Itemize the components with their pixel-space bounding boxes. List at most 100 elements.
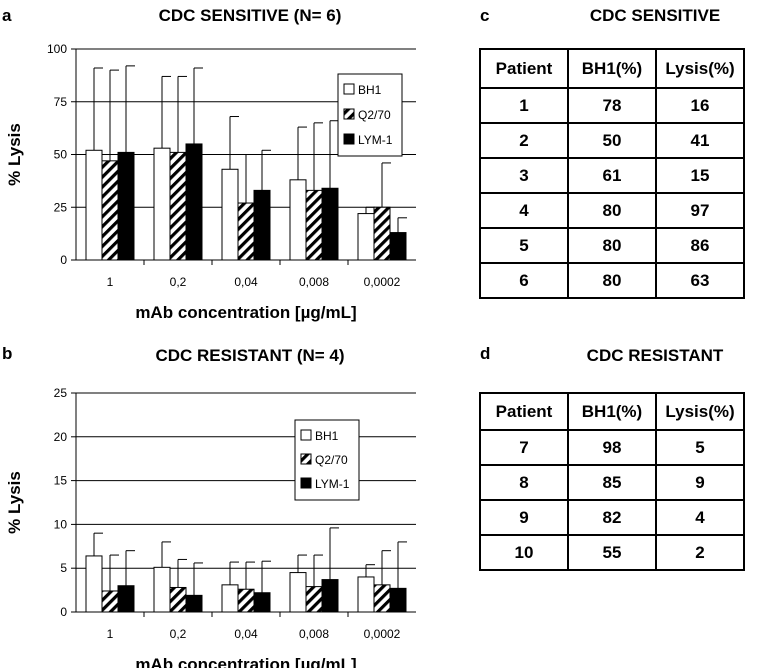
bar-q2-70 <box>305 586 323 613</box>
chart-a: 0 25 50 75 100 1 0,2 0,04 0,008 0,0002 BH1 Q2/70 LYM… <box>5 42 416 322</box>
table-cell: 5 <box>479 227 569 264</box>
table-row: 2 50 41 <box>479 122 745 159</box>
table-cdc-sensitive: Patient BH1(%) Lysis(%) 1 78 16 2 50 41 3 61 15 4 80 9… <box>479 48 745 299</box>
chart-b-title: CDC RESISTANT (N= 4) <box>155 346 345 365</box>
table-cell: 2 <box>655 534 745 571</box>
table-header-row: Patient BH1(%) Lysis(%) <box>479 392 745 431</box>
legend-label: BH1 <box>358 83 382 97</box>
y-tick-label: 20 <box>54 430 68 444</box>
y-tick-label: 0 <box>60 253 67 267</box>
table-row: 9 82 4 <box>479 499 745 536</box>
x-tick-label: 0,008 <box>299 275 329 289</box>
x-tick-label: 0,008 <box>299 627 329 641</box>
x-axis-label: mAb concentration [µg/mL] <box>135 303 356 322</box>
table-cell: 80 <box>567 192 657 229</box>
y-tick-label: 50 <box>54 148 68 162</box>
table-cell: 97 <box>655 192 745 229</box>
y-tick-label: 25 <box>54 386 68 400</box>
table-header-cell: Lysis(%) <box>655 48 745 89</box>
table-header-cell: BH1(%) <box>567 392 657 431</box>
table-cell: 7 <box>479 429 569 466</box>
table-cell: 50 <box>567 122 657 159</box>
bar-q2-70 <box>305 189 323 261</box>
x-tick-label: 1 <box>107 275 114 289</box>
table-d-title: CDC RESISTANT <box>586 346 724 365</box>
table-cell: 8 <box>479 464 569 501</box>
table-header-cell: Patient <box>479 392 569 431</box>
table-cell: 15 <box>655 157 745 194</box>
legend-label: Q2/70 <box>358 108 391 122</box>
table-row: 1 78 16 <box>479 87 745 124</box>
y-tick-label: 10 <box>54 517 68 531</box>
legend-label: LYM-1 <box>315 477 350 491</box>
bar-lym-1 <box>117 585 135 613</box>
table-cell: 2 <box>479 122 569 159</box>
bar-q2-70 <box>169 586 187 613</box>
table-header-cell: Lysis(%) <box>655 392 745 431</box>
table-cell: 5 <box>655 429 745 466</box>
table-row: 5 80 86 <box>479 227 745 264</box>
bar-bh1 <box>153 147 171 261</box>
y-tick-label: 15 <box>54 474 68 488</box>
table-cell: 86 <box>655 227 745 264</box>
bar-q2-70 <box>169 151 187 261</box>
x-tick-label: 0,0002 <box>364 275 401 289</box>
bar-lym-1 <box>389 587 407 613</box>
legend-swatch <box>300 429 312 441</box>
y-tick-label: 25 <box>54 200 68 214</box>
table-cell: 3 <box>479 157 569 194</box>
bar-q2-70 <box>101 590 119 613</box>
y-axis-label: % Lysis <box>5 123 24 186</box>
bar-q2-70 <box>373 206 391 261</box>
chart-b: 0 5 10 15 20 25 1 0,2 0,04 0,008 0,0002 BH1 Q2/70 LYM… <box>5 386 416 668</box>
bar-lym-1 <box>117 151 135 261</box>
table-cell: 1 <box>479 87 569 124</box>
bar-lym-1 <box>185 143 203 261</box>
table-cell: 80 <box>567 262 657 299</box>
legend-swatch <box>343 108 355 120</box>
bar-bh1 <box>289 572 307 613</box>
chart-a-title: CDC SENSITIVE (N= 6) <box>158 6 342 25</box>
bar-bh1 <box>85 555 103 613</box>
legend-swatch <box>343 133 355 145</box>
bar-lym-1 <box>253 189 271 261</box>
table-cell: 10 <box>479 534 569 571</box>
y-axis-label: % Lysis <box>5 471 24 534</box>
x-axis-label: mAb concentration [µg/mL] <box>135 655 356 668</box>
table-cell: 41 <box>655 122 745 159</box>
x-tick-label: 0,04 <box>234 275 258 289</box>
legend-label: LYM-1 <box>358 133 393 147</box>
table-cell: 4 <box>655 499 745 536</box>
bar-bh1 <box>357 576 375 613</box>
table-cell: 55 <box>567 534 657 571</box>
bar-q2-70 <box>237 202 255 261</box>
table-row: 7 98 5 <box>479 429 745 466</box>
bar-bh1 <box>221 168 239 261</box>
bar-lym-1 <box>321 579 339 613</box>
x-tick-label: 0,2 <box>170 275 187 289</box>
table-header-cell: Patient <box>479 48 569 89</box>
table-cell: 9 <box>655 464 745 501</box>
legend-swatch <box>300 477 312 489</box>
x-tick-label: 1 <box>107 627 114 641</box>
bar-bh1 <box>289 179 307 261</box>
bar-q2-70 <box>101 160 119 261</box>
legend-swatch <box>343 83 355 95</box>
bar-bh1 <box>153 566 171 613</box>
y-tick-label: 0 <box>60 605 67 619</box>
bar-bh1 <box>357 213 375 261</box>
x-tick-label: 0,04 <box>234 627 258 641</box>
panel-label-b: b <box>2 344 13 363</box>
bar-lym-1 <box>321 187 339 261</box>
bar-lym-1 <box>185 594 203 613</box>
table-row: 8 85 9 <box>479 464 745 501</box>
table-cell: 16 <box>655 87 745 124</box>
table-header-row: Patient BH1(%) Lysis(%) <box>479 48 745 89</box>
table-cell: 61 <box>567 157 657 194</box>
legend-label: BH1 <box>315 429 339 443</box>
table-row: 3 61 15 <box>479 157 745 194</box>
table-cell: 78 <box>567 87 657 124</box>
panel-label-c: c <box>480 6 490 25</box>
table-cell: 63 <box>655 262 745 299</box>
table-cdc-resistant: Patient BH1(%) Lysis(%) 7 98 5 8 85 9 9 82 4 10 55 2 <box>479 392 745 571</box>
